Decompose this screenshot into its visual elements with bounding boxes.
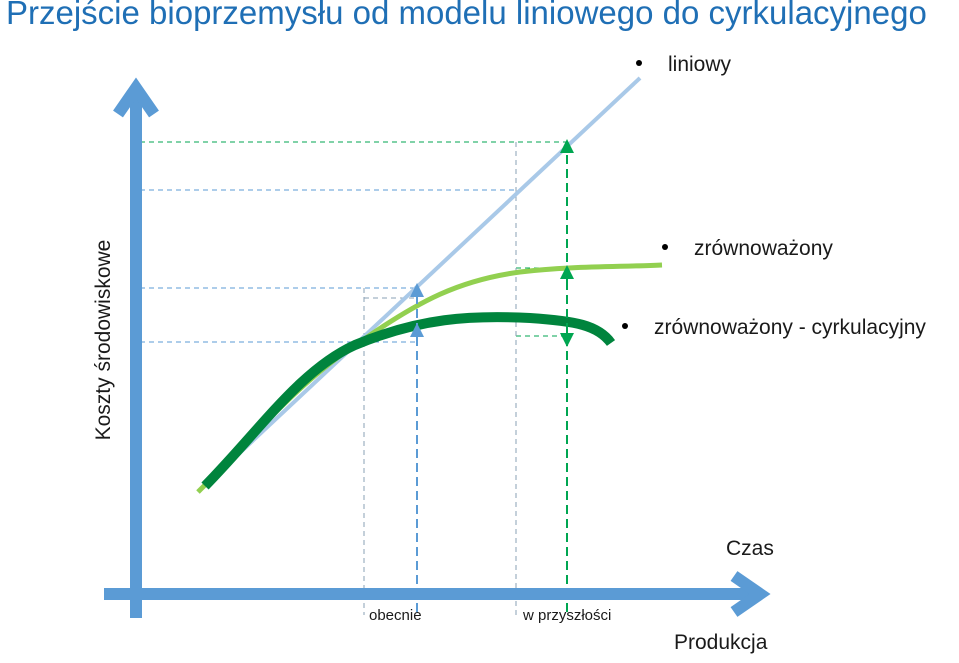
sustainable-curve [196, 262, 663, 494]
linear-line [196, 76, 642, 494]
legend-linear-bullet [636, 60, 642, 67]
circular-curve [201, 312, 616, 490]
marker-future-label: w przyszłości [523, 607, 612, 624]
legend-circular-text: zrównoważony - cyrkulacyjny [654, 316, 926, 339]
y-axis-label: Koszty środowiskowe [92, 239, 115, 441]
legend-linear-text: liniowy [668, 53, 732, 76]
legend-sustainable-bullet [662, 244, 668, 251]
x-axis-label-time: Czas [726, 537, 774, 560]
legend-sustainable: zrównoważony [662, 237, 833, 261]
x-axis-arrowhead [730, 571, 771, 617]
diagram-title: Przejście bioprzemysłu od modelu liniowe… [6, 0, 927, 31]
axes [104, 77, 771, 618]
legend-circular: zrównoważony - cyrkulacyjny [622, 316, 926, 340]
x-axis-label-production: Produkcja [674, 631, 768, 654]
y-axis-arrowhead [113, 77, 159, 118]
marker-now-label: obecnie [369, 607, 422, 624]
legend-sustainable-text: zrównoważony [694, 237, 833, 260]
legend-linear: liniowy [636, 53, 731, 77]
horizontal-guides [140, 141, 567, 343]
legend-circular-bullet [622, 323, 628, 330]
